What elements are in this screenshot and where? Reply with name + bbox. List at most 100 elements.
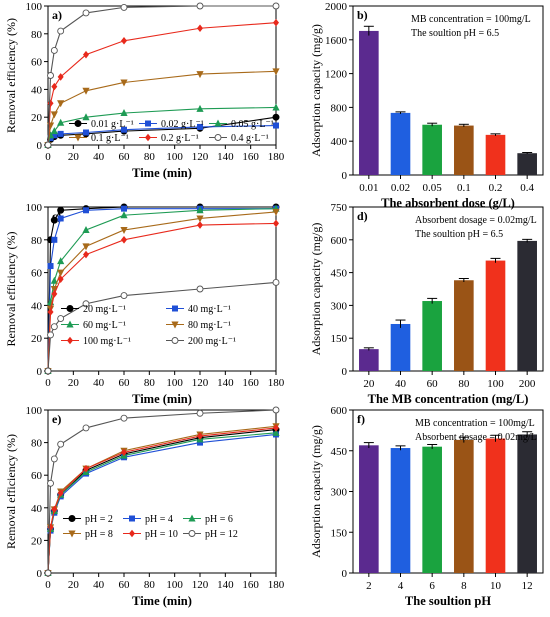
legend-label: pH = 8 [85,529,113,540]
series-2 [44,204,280,374]
y-tick-label: 150 [331,333,348,345]
data-point [82,9,90,17]
legend-marker [171,337,179,344]
legend-marker [74,134,82,142]
y-tick-label: 2000 [325,1,348,13]
x-tick-label: 80 [144,377,156,389]
panel-c: 0 20 40 60 80 100 Removal efficiency (%) Time (… [4,202,285,406]
x-tick-label: 10 [490,580,502,592]
legend-label: pH = 10 [145,529,178,540]
annotation: Absorbent dosage = 0.02mg/L [415,432,537,443]
data-point [273,424,279,432]
y-axis-label: Removal efficiency (%) [4,18,18,133]
x-tick-label: 120 [192,377,209,389]
y-tick-label: 0 [37,140,43,152]
x-tick-label: 180 [268,377,285,389]
legend: 20 mg·L⁻¹ 40 mg·L⁻¹ 60 mg·L⁻¹ 80 mg·L⁻¹ 100 … [61,304,236,347]
panel-letter: b) [357,8,368,22]
data-point [50,276,58,284]
annotation: The soultion pH = 6.5 [415,229,503,240]
data-point [272,208,280,216]
series-line [47,211,277,372]
legend-label: 100 mg·L⁻¹ [83,336,131,347]
legend-marker [188,530,196,537]
y-axis-label: Removal efficiency (%) [4,434,18,549]
bar [390,323,411,371]
data-point [57,257,65,265]
y-tick-label: 300 [331,487,348,499]
bar [359,349,379,371]
legend-label: 200 mg·L⁻¹ [188,336,236,347]
data-point [82,243,90,251]
plot-frame [352,206,544,372]
series-3 [44,208,280,375]
series-line [47,409,277,574]
annotation: MB concentration = 100mg/L [415,418,535,429]
data-point [57,118,65,126]
legend-marker [129,529,135,538]
x-tick-label: 140 [217,151,234,163]
annotation: MB concentration = 100mg/L [411,14,531,25]
x-tick-label: 100 [166,579,183,591]
y-axis-label: Adsorption capacity (mg/g) [309,425,323,558]
data-point [57,73,64,81]
x-axis-label: The MB concentration (mg/L) [368,392,529,406]
panel-e: 0 20 40 60 80 100 Removal efficiency (%) Time (… [4,405,285,608]
data-point [57,440,65,448]
y-tick-label: 100 [26,202,43,214]
data-point [83,129,89,136]
x-tick-label: 80 [458,378,470,390]
x-tick-label: 12 [522,580,533,592]
panel-d: 0 150 300 450 600 750 Adsorption capacity (mg/… [309,202,544,406]
data-point [47,308,54,316]
y-tick-label: 0 [37,568,43,580]
annotation: The soultion pH = 6.5 [411,28,499,39]
legend-label: pH = 6 [205,514,233,525]
data-point [82,424,90,432]
panel-letter: e) [52,412,61,426]
x-tick-label: 0 [45,377,51,389]
y-tick-label: 80 [31,438,43,450]
x-tick-label: 140 [217,377,234,389]
legend-marker [68,515,76,522]
series-line [47,5,276,146]
y-tick-label: 750 [331,202,348,214]
data-point [51,290,58,298]
data-point [272,2,280,10]
bar [359,445,379,573]
data-point [82,87,90,95]
x-tick-label: 0 [45,579,51,591]
y-tick-label: 20 [31,112,43,124]
legend: pH = 2 pH = 4 pH = 6 pH = 8 pH = 10 pH = 12 [63,514,238,540]
series-line [47,425,277,574]
data-point [272,113,280,121]
data-point [273,18,279,27]
plot-frame [352,5,544,176]
data-point [197,221,203,229]
data-point [50,455,58,463]
data-point [57,275,64,283]
data-point [120,226,128,234]
y-tick-label: 40 [31,84,43,96]
bar [485,134,506,175]
data-point [83,207,89,214]
data-point [121,205,127,212]
data-point [50,47,58,54]
data-point [47,72,54,79]
x-tick-label: 40 [93,151,105,163]
x-tick-label: 40 [93,377,105,389]
x-tick-label: 2 [366,580,372,592]
data-point [196,104,204,112]
series-line [47,222,277,372]
data-point [121,36,127,45]
bar [359,30,379,175]
data-point [120,3,128,11]
data-point [82,225,90,233]
y-tick-label: 80 [31,235,43,247]
x-tick-label: 100 [166,151,183,163]
x-tick-label: 100 [166,377,183,389]
legend-marker [188,514,196,522]
legend: 0.01 g·L⁻¹ 0.02 g·L⁻¹ 0.05 g·L⁻¹ 0.1 g·L⁻¹ 0… [69,119,274,144]
x-tick-label: 0.05 [423,182,443,194]
